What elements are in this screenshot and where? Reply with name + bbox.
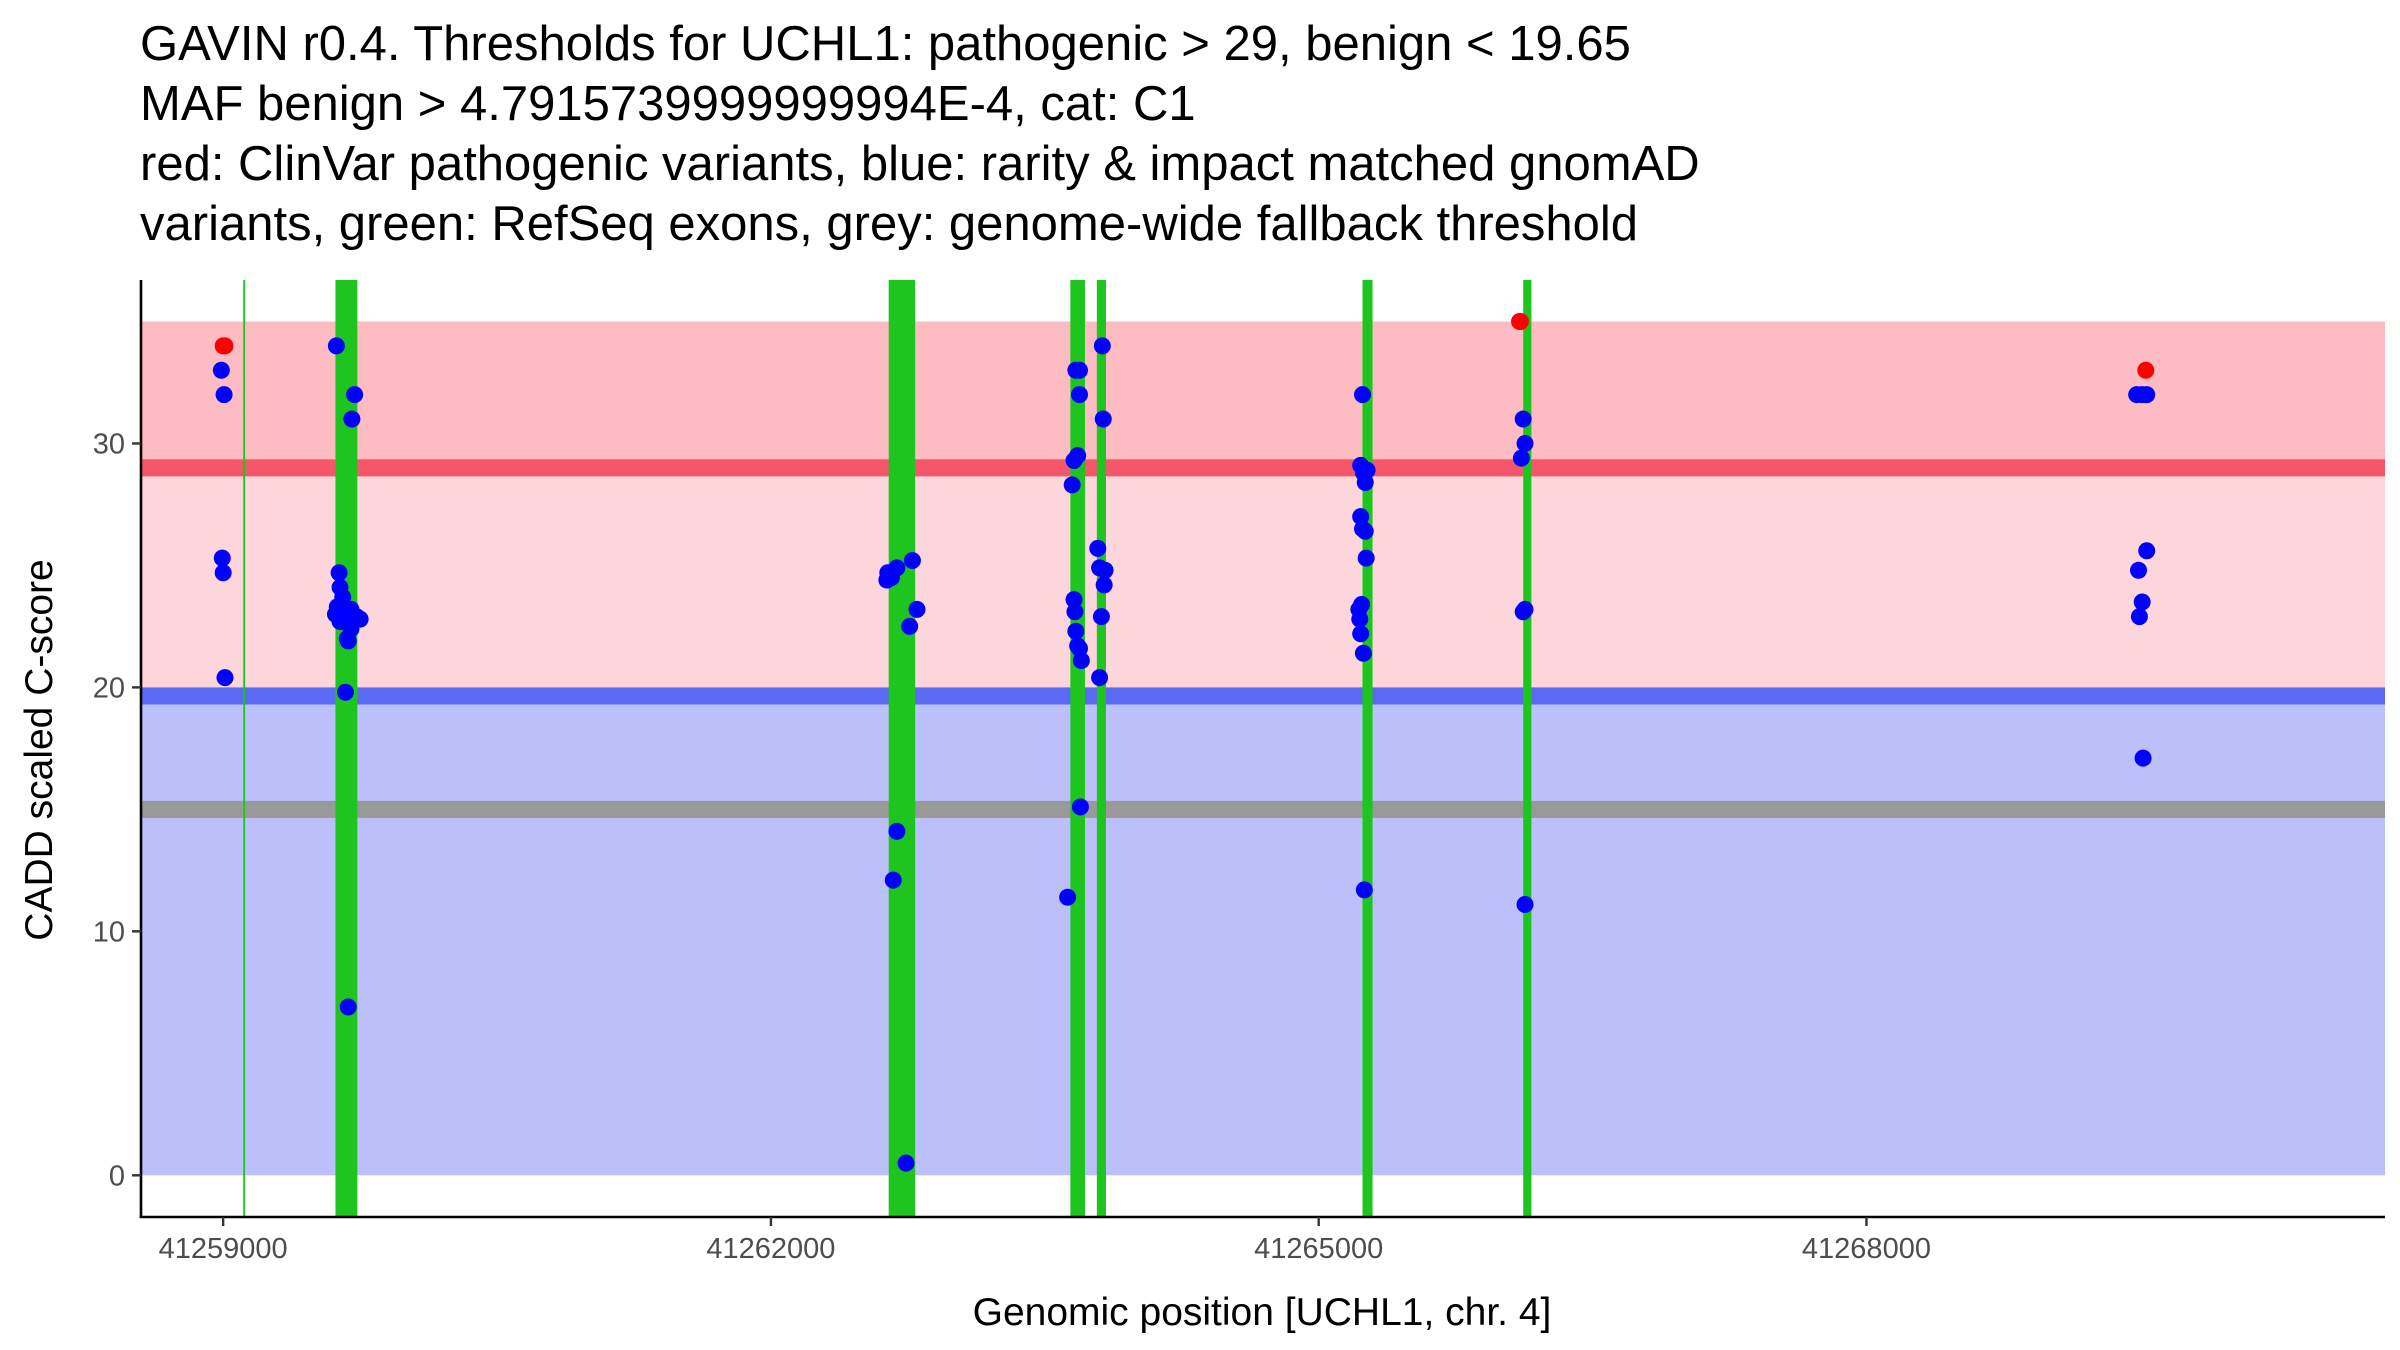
score-bands xyxy=(141,321,2385,1176)
title-line-1: GAVIN r0.4. Thresholds for UCHL1: pathog… xyxy=(140,17,1631,71)
gnomad-variant-point xyxy=(901,617,919,635)
y-tick-label: 0 xyxy=(109,1160,125,1192)
pathogenic-zone xyxy=(141,321,2385,468)
gnomad-variant-point xyxy=(1356,522,1374,540)
x-tick-label: 41265000 xyxy=(1254,1233,1383,1265)
gnomad-variant-point xyxy=(346,386,364,404)
title-line-4: variants, green: RefSeq exons, grey: gen… xyxy=(140,197,1638,251)
x-tick-label: 41259000 xyxy=(159,1233,288,1265)
threshold-lines xyxy=(141,459,2385,818)
gnomad-variant-point xyxy=(215,386,233,404)
gnomad-variant-point xyxy=(2130,561,2148,579)
gnomad-variant-point xyxy=(343,410,361,428)
gnomad-variant-point xyxy=(1354,644,1372,662)
exon-6 xyxy=(1362,280,1373,1218)
y-tick-label: 30 xyxy=(93,428,125,460)
exon-7 xyxy=(1523,280,1532,1218)
axes xyxy=(139,280,2385,1219)
gnomad-variant-point xyxy=(330,564,348,582)
gnomad-variant-point xyxy=(908,600,926,618)
gnomad-variant-point xyxy=(1516,600,1534,618)
gnomad-variant-point xyxy=(1065,591,1083,609)
gnomad-variant-point xyxy=(888,559,906,577)
gnomad-variant-point xyxy=(1096,561,1114,579)
gnomad-variant-point xyxy=(214,564,232,582)
gnomad-variant-point xyxy=(897,1154,915,1172)
gnomad-variant-point xyxy=(903,552,921,570)
gnomad-variant-point xyxy=(1516,896,1534,914)
gnomad-variant-point xyxy=(1072,652,1090,670)
gnomad-variant-point xyxy=(213,549,231,567)
exon-5 xyxy=(1096,280,1106,1218)
clinvar-pathogenic-point xyxy=(2137,361,2155,379)
gnomad-variant-point xyxy=(1066,603,1084,621)
x-tick-label: 41268000 xyxy=(1802,1233,1931,1265)
gnomad-variant-point xyxy=(884,871,902,889)
gnomad-variant-point xyxy=(1354,386,1372,404)
gnomad-variant-point xyxy=(339,998,357,1016)
gnomad-variant-point xyxy=(888,822,906,840)
gnomad-variant-point xyxy=(1357,549,1375,567)
pathogenic-threshold-line xyxy=(141,459,2385,477)
gnomad-variant-point xyxy=(1512,449,1530,467)
axis-ticks: 0 10 20 30 41259000 41262000 41265000 41268000 xyxy=(93,428,1931,1265)
exon-3 xyxy=(888,280,916,1218)
exon-4 xyxy=(1070,280,1085,1218)
gnomad-variant-point xyxy=(1093,337,1111,355)
exon-2 xyxy=(335,280,358,1218)
clinvar-pathogenic-point xyxy=(1511,312,1529,330)
gnomad-variant-point xyxy=(2130,608,2148,626)
clinvar-pathogenic-point xyxy=(216,337,234,355)
y-tick-label: 10 xyxy=(93,916,125,948)
gnomad-variant-point xyxy=(2134,749,2152,767)
gnomad-variant-point xyxy=(1351,610,1369,628)
refseq-exons xyxy=(243,280,1532,1218)
gnomad-variant-point xyxy=(1514,410,1532,428)
gnomad-variant-point xyxy=(216,669,234,687)
gnomad-variant-point xyxy=(339,632,357,650)
fallback-threshold-line xyxy=(141,800,2385,818)
gnomad-variant-point xyxy=(878,571,896,589)
gnomad-variant-point xyxy=(1356,473,1374,491)
gnomad-variant-point xyxy=(1063,476,1081,494)
gnomad-variant-point xyxy=(1092,608,1110,626)
gnomad-variant-point xyxy=(1065,452,1083,470)
title-line-3: red: ClinVar pathogenic variants, blue: … xyxy=(140,137,1700,191)
gnomad-variant-point xyxy=(1516,434,1534,452)
gnomad-variant-point xyxy=(212,361,230,379)
gnomad-variant-point xyxy=(1352,625,1370,643)
gnomad-variant-point xyxy=(336,683,354,701)
gnomad-variant-point xyxy=(1355,881,1373,899)
gnomad-variant-point xyxy=(1070,361,1088,379)
gnomad-variant-point xyxy=(2138,542,2156,560)
variant-points xyxy=(212,312,2156,1172)
gnomad-variant-point xyxy=(2138,386,2156,404)
y-axis-label: CADD scaled C-score xyxy=(18,559,61,940)
title-line-2: MAF benign > 4.7915739999999994E-4, cat:… xyxy=(140,77,1196,131)
benign-threshold-line xyxy=(141,687,2385,705)
gnomad-variant-point xyxy=(1095,576,1113,594)
gnomad-variant-point xyxy=(1089,539,1107,557)
exon-1 xyxy=(243,280,246,1218)
gnomad-variant-point xyxy=(1091,669,1109,687)
benign-zone xyxy=(141,695,2385,1176)
gnomad-variant-point xyxy=(1071,798,1089,816)
vus-zone xyxy=(141,467,2385,696)
y-tick-label: 20 xyxy=(93,672,125,704)
gnomad-variant-point xyxy=(1094,410,1112,428)
chart-title: GAVIN r0.4. Thresholds for UCHL1: pathog… xyxy=(140,17,1700,251)
gnomad-variant-point xyxy=(1070,386,1088,404)
gnomad-variant-point xyxy=(2133,593,2151,611)
x-axis-label: Genomic position [UCHL1, chr. 4] xyxy=(973,1291,1552,1334)
x-tick-label: 41262000 xyxy=(706,1233,835,1265)
gnomad-variant-point xyxy=(327,337,345,355)
gnomad-variant-point xyxy=(1059,888,1077,906)
gnomad-variant-point xyxy=(1067,622,1085,640)
